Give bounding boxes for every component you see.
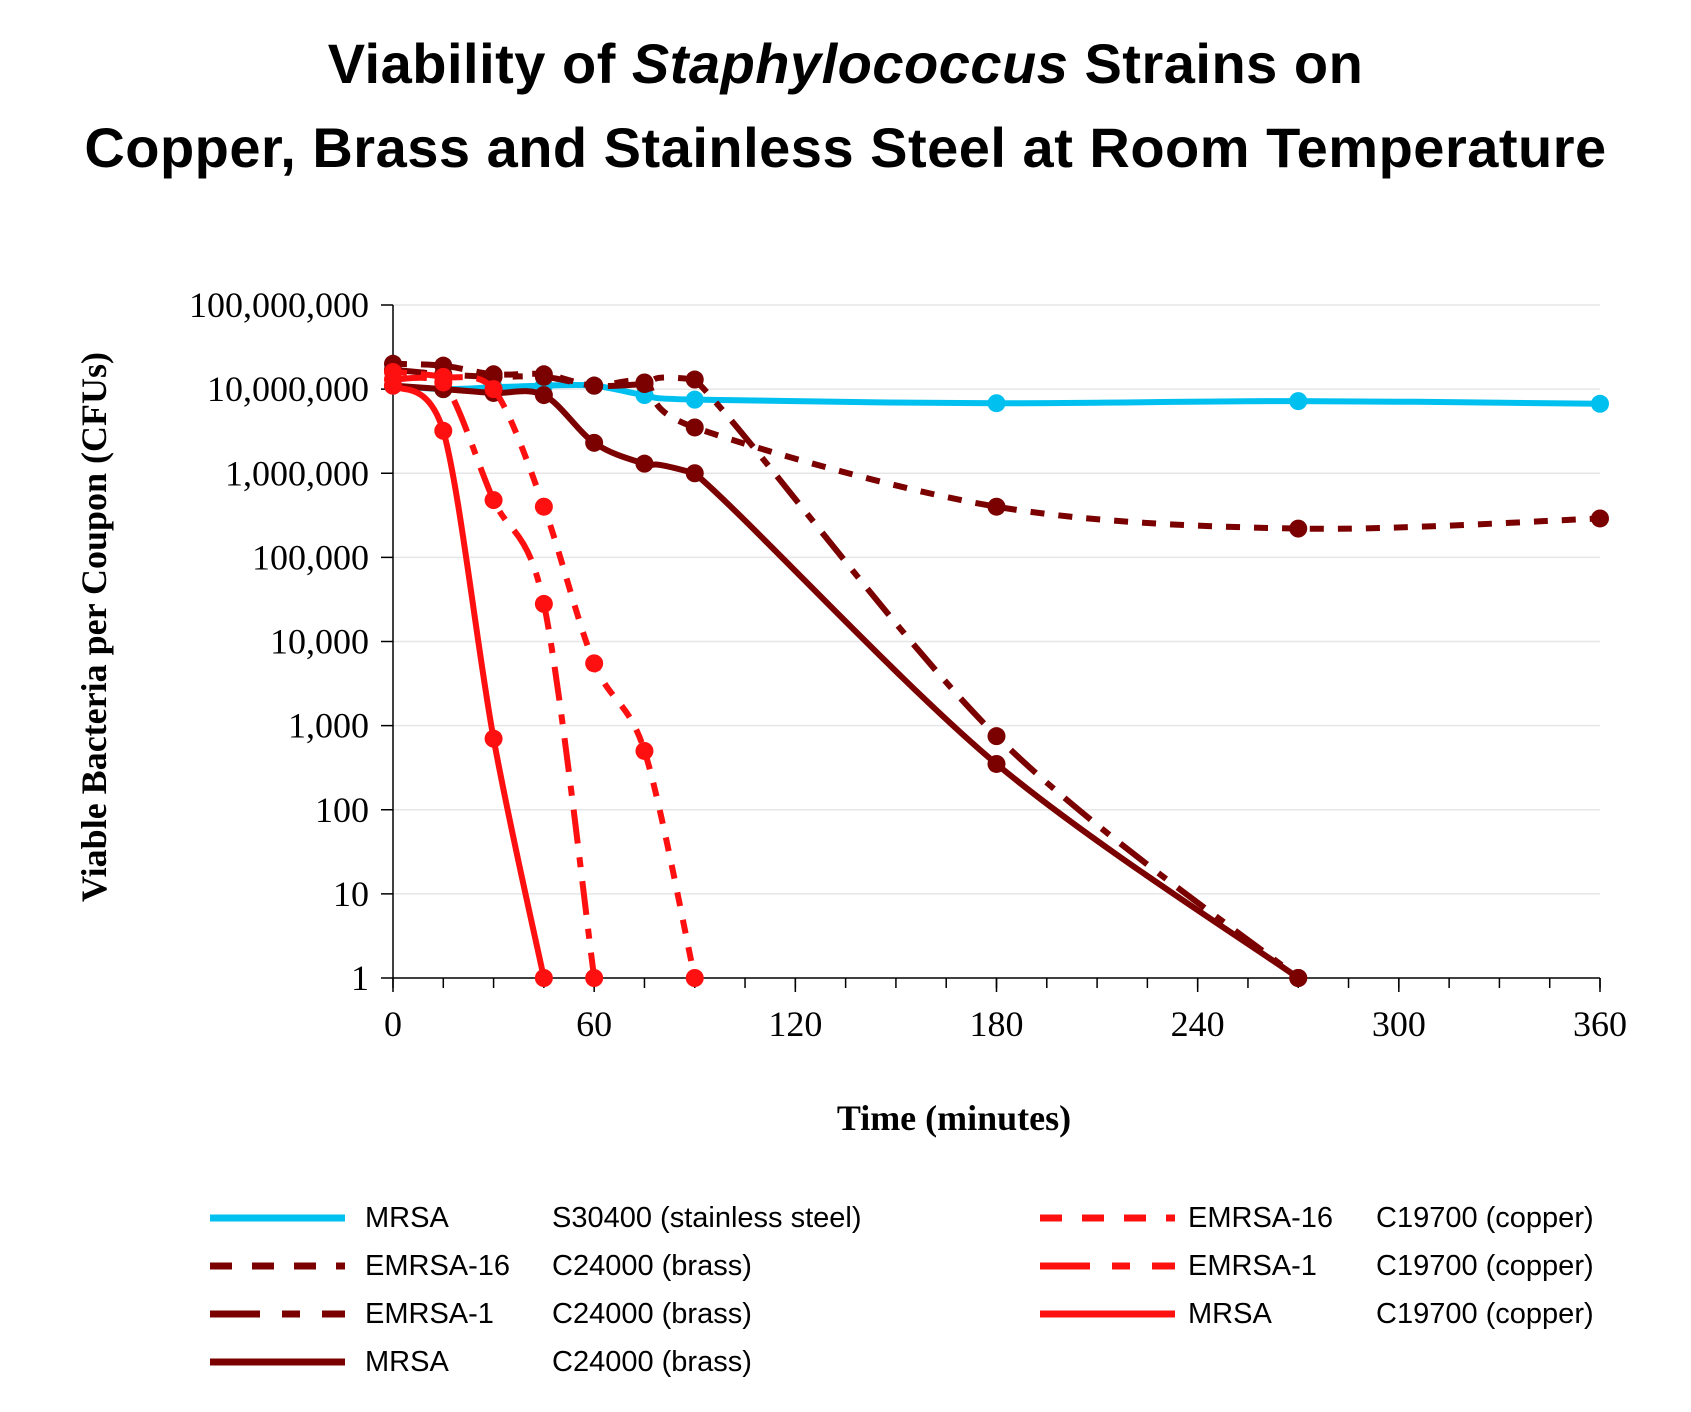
data-point xyxy=(1591,394,1609,413)
legend-strain-label: EMRSA-16 xyxy=(1188,1202,1334,1234)
data-point xyxy=(987,497,1006,516)
legend-metal-label: C24000 (brass) xyxy=(552,1346,752,1378)
legend-swatch xyxy=(210,1214,345,1222)
series-line xyxy=(392,374,598,979)
y-tick-label: 1,000 xyxy=(288,706,369,746)
title-text-italic: Staphylococcus xyxy=(631,32,1069,95)
data-point xyxy=(635,375,654,394)
data-point xyxy=(534,594,553,613)
y-axis-label: Viable Bacteria per Coupon (CFUs) xyxy=(74,352,114,902)
y-tick-label: 10 xyxy=(333,874,369,914)
legend-strain-label: EMRSA-1 xyxy=(1188,1250,1317,1282)
legend-swatch xyxy=(210,1310,345,1318)
series-line xyxy=(390,383,547,979)
y-tick-label: 10,000 xyxy=(270,622,369,662)
axis-layer: 1 10 100 1,000 10,000 100,000 1,000,000 10,000,… xyxy=(189,285,1627,1044)
y-tick-label: 10,000,000 xyxy=(207,369,369,409)
y-tick-label: 1 xyxy=(351,958,369,998)
data-point xyxy=(484,380,503,399)
legend-swatch xyxy=(1040,1262,1175,1270)
data-point xyxy=(534,497,553,516)
legend-metal-label: C24000 (brass) xyxy=(552,1250,752,1282)
data-point xyxy=(1591,509,1609,528)
series-mrsa-c24000 xyxy=(384,376,1308,987)
data-point xyxy=(534,969,553,987)
legend-swatch xyxy=(210,1358,345,1366)
legend-strain-label: EMRSA-1 xyxy=(365,1298,494,1330)
chart-title-line1: Viability of Staphylococcus Strains on xyxy=(0,22,1691,106)
data-point xyxy=(1289,969,1308,987)
x-axis-label: Time (minutes) xyxy=(837,1098,1071,1138)
x-tick-label: 180 xyxy=(970,1004,1024,1044)
data-point xyxy=(534,367,553,386)
data-point xyxy=(635,741,654,760)
title-text-post: Strains on xyxy=(1068,32,1364,95)
data-point xyxy=(1289,392,1308,411)
x-tick-label: 120 xyxy=(768,1004,822,1044)
legend-metal-label: S30400 (stainless steel) xyxy=(552,1202,862,1234)
data-point xyxy=(434,421,453,440)
legend-strain-label: EMRSA-16 xyxy=(365,1250,511,1282)
data-point xyxy=(384,376,402,395)
y-tick-label: 1,000,000 xyxy=(225,453,369,493)
legend-swatch xyxy=(1040,1214,1175,1222)
legend-metal-label: C19700 (copper) xyxy=(1376,1202,1594,1234)
legend-metal-label: C19700 (copper) xyxy=(1376,1298,1594,1330)
legend-metal-label: C19700 (copper) xyxy=(1376,1250,1594,1282)
data-point xyxy=(987,754,1006,773)
data-point xyxy=(987,394,1006,413)
series-layer xyxy=(384,354,1609,987)
y-tick-label: 100,000 xyxy=(252,537,369,577)
legend-metal-label: C24000 (brass) xyxy=(552,1298,752,1330)
y-tick-label: 100,000,000 xyxy=(189,285,369,325)
x-tick-label: 360 xyxy=(1573,1004,1627,1044)
series-mrsa-c19700 xyxy=(384,376,553,987)
data-point xyxy=(585,376,604,395)
x-tick-label: 300 xyxy=(1372,1004,1426,1044)
data-point xyxy=(585,433,604,452)
x-tick-label: 60 xyxy=(576,1004,612,1044)
data-point xyxy=(685,464,704,483)
data-point xyxy=(585,969,604,987)
chart-title-line2: Copper, Brass and Stainless Steel at Roo… xyxy=(84,116,1607,179)
title-text-pre: Viability of xyxy=(327,32,632,95)
y-tick-label: 100 xyxy=(315,790,369,830)
legend-strain-label: MRSA xyxy=(1188,1298,1272,1330)
legend-swatch xyxy=(210,1262,345,1270)
data-point xyxy=(434,373,453,392)
legend-strain-label: MRSA xyxy=(365,1346,449,1378)
grid-layer xyxy=(393,304,1600,895)
data-point xyxy=(685,370,704,389)
legend-swatch xyxy=(1040,1310,1175,1318)
series-line xyxy=(392,369,698,979)
data-point xyxy=(685,418,704,437)
data-point xyxy=(534,386,553,405)
data-point xyxy=(685,390,704,409)
data-point xyxy=(585,654,604,673)
data-point xyxy=(685,969,704,987)
data-point xyxy=(484,729,503,748)
chart-title: Viability of Staphylococcus Strains on C… xyxy=(0,22,1691,190)
data-point xyxy=(635,454,654,473)
x-tick-label: 240 xyxy=(1171,1004,1225,1044)
legend-strain-label: MRSA xyxy=(365,1202,449,1234)
data-point xyxy=(987,727,1006,746)
x-tick-label: 0 xyxy=(384,1004,402,1044)
data-point xyxy=(484,491,503,510)
data-point xyxy=(1289,519,1308,538)
